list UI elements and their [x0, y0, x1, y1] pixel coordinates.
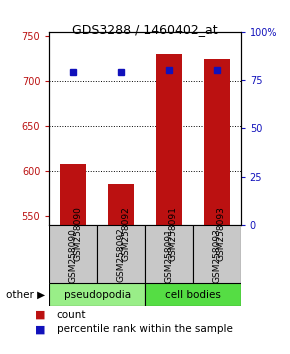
Text: ■: ■	[35, 310, 45, 320]
Bar	[49, 283, 145, 306]
Text: ■: ■	[35, 324, 45, 334]
Text: percentile rank within the sample: percentile rank within the sample	[57, 324, 232, 334]
Text: GSM258092: GSM258092	[117, 228, 126, 282]
Text: GSM258091: GSM258091	[169, 206, 178, 261]
Text: cell bodies: cell bodies	[165, 290, 221, 300]
Text: GSM258090: GSM258090	[73, 206, 82, 261]
Bar	[204, 59, 230, 225]
Text: count: count	[57, 310, 86, 320]
Bar	[156, 54, 182, 225]
Text: other ▶: other ▶	[6, 290, 45, 300]
Bar	[97, 225, 145, 283]
Text: GSM258092: GSM258092	[121, 206, 130, 261]
Text: GDS3288 / 1460402_at: GDS3288 / 1460402_at	[72, 23, 218, 36]
Text: GSM258093: GSM258093	[212, 228, 221, 282]
Bar	[108, 184, 134, 225]
Text: GSM258091: GSM258091	[164, 228, 173, 282]
Text: GSM258093: GSM258093	[217, 206, 226, 261]
Bar	[145, 225, 193, 283]
Bar	[60, 164, 86, 225]
Bar	[49, 225, 97, 283]
Text: pseudopodia: pseudopodia	[64, 290, 131, 300]
Text: GSM258090: GSM258090	[69, 228, 78, 282]
Bar	[193, 225, 241, 283]
Bar	[145, 283, 241, 306]
